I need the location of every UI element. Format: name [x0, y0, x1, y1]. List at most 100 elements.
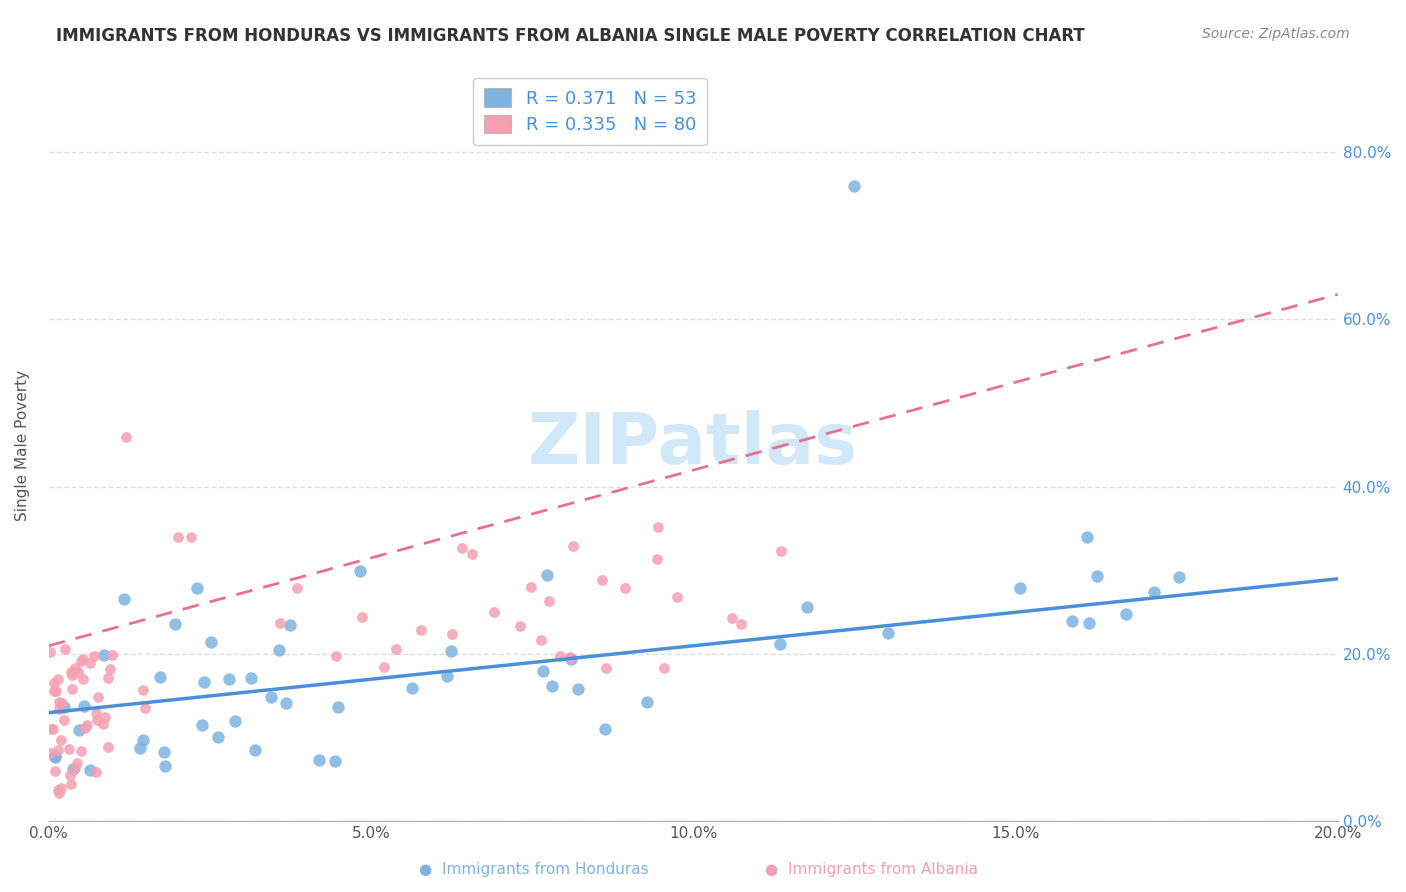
Point: [100, 648, 122, 662]
Point: [769, 544, 792, 558]
Point: [83, 648, 105, 663]
Point: [1062, 614, 1084, 628]
Point: [325, 754, 347, 768]
Point: [79, 763, 101, 777]
Point: [98, 662, 121, 676]
Point: [308, 753, 330, 767]
Point: [243, 743, 266, 757]
Point: [70, 744, 93, 758]
Point: [190, 718, 212, 732]
Point: [721, 611, 744, 625]
Point: [593, 723, 616, 737]
Point: [67, 723, 90, 738]
Point: [39, 746, 62, 760]
Point: [44, 684, 66, 698]
Point: [276, 696, 298, 710]
Point: [93, 648, 115, 662]
Point: [537, 593, 560, 607]
Point: [52, 700, 75, 714]
Point: [652, 661, 675, 675]
Point: [42, 722, 65, 736]
Point: [48, 786, 70, 800]
Point: [46, 783, 69, 797]
Point: [75, 721, 97, 735]
Point: [595, 660, 617, 674]
Point: [591, 573, 613, 587]
Point: [149, 670, 172, 684]
Point: [193, 675, 215, 690]
Point: [76, 718, 98, 732]
Point: [520, 581, 543, 595]
Point: [1085, 569, 1108, 583]
Point: [94, 710, 117, 724]
Point: [87, 690, 110, 705]
Text: IMMIGRANTS FROM HONDURAS VS IMMIGRANTS FROM ALBANIA SINGLE MALE POVERTY CORRELAT: IMMIGRANTS FROM HONDURAS VS IMMIGRANTS F…: [56, 27, 1085, 45]
Point: [65, 761, 87, 775]
Point: [769, 636, 792, 650]
Point: [129, 740, 152, 755]
Point: [558, 649, 581, 664]
Point: [349, 564, 371, 578]
Point: [647, 552, 669, 566]
Point: [86, 714, 108, 728]
Point: [1076, 530, 1098, 544]
Point: [401, 681, 423, 695]
Point: [411, 623, 433, 637]
Point: [567, 682, 589, 697]
Point: [132, 682, 155, 697]
Point: [153, 759, 176, 773]
Point: [51, 696, 73, 710]
Point: [224, 714, 246, 728]
Point: [461, 547, 484, 561]
Point: [163, 617, 186, 632]
Point: [44, 764, 66, 778]
Point: [325, 648, 347, 663]
Point: [285, 581, 308, 595]
Point: [373, 660, 395, 674]
Point: [131, 733, 153, 747]
Point: [79, 657, 101, 671]
Point: [39, 645, 62, 659]
Point: [166, 530, 188, 544]
Point: [73, 698, 96, 713]
Text: ●  Immigrants from Honduras: ● Immigrants from Honduras: [419, 863, 650, 877]
Point: [269, 616, 291, 631]
Point: [436, 668, 458, 682]
Point: [66, 756, 89, 770]
Point: [536, 568, 558, 582]
Point: [84, 764, 107, 779]
Point: [59, 665, 82, 680]
Point: [59, 777, 82, 791]
Point: [440, 644, 463, 658]
Point: [876, 626, 898, 640]
Point: [49, 733, 72, 747]
Text: ●  Immigrants from Albania: ● Immigrants from Albania: [765, 863, 979, 877]
Point: [328, 700, 350, 714]
Point: [218, 673, 240, 687]
Point: [441, 626, 464, 640]
Point: [45, 684, 67, 698]
Point: [46, 743, 69, 757]
Point: [1077, 615, 1099, 630]
Point: [72, 672, 94, 686]
Point: [509, 618, 531, 632]
Point: [53, 713, 76, 727]
Point: [63, 661, 86, 675]
Point: [560, 651, 582, 665]
Point: [59, 767, 82, 781]
Point: [67, 665, 90, 680]
Point: [844, 178, 866, 193]
Point: [84, 706, 107, 720]
Point: [352, 610, 374, 624]
Point: [796, 600, 818, 615]
Point: [207, 730, 229, 744]
Point: [1115, 607, 1137, 621]
Point: [647, 520, 669, 534]
Point: [200, 635, 222, 649]
Point: [541, 679, 564, 693]
Point: [153, 745, 176, 759]
Y-axis label: Single Male Poverty: Single Male Poverty: [15, 369, 30, 521]
Point: [69, 654, 91, 668]
Point: [97, 671, 120, 685]
Point: [180, 530, 202, 544]
